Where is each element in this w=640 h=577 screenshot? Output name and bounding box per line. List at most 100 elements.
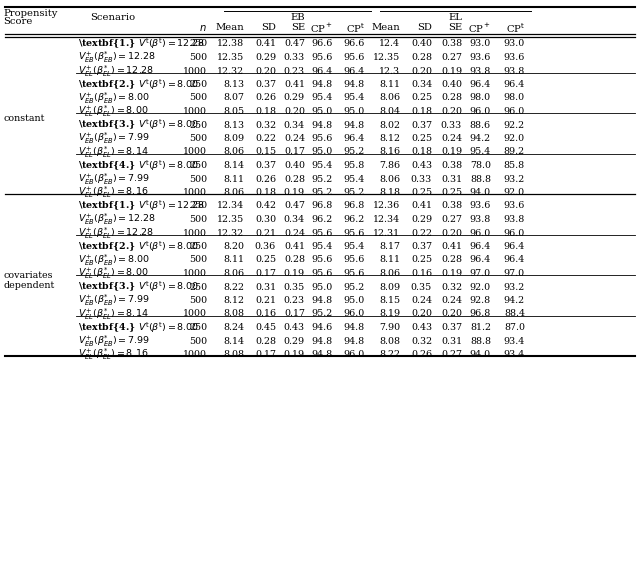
Text: 96.0: 96.0 [470,107,491,116]
Text: \textbf{2.} $V^{\mathrm{t}}(\beta^{\mathrm{t}})=8.00$: \textbf{2.} $V^{\mathrm{t}}(\beta^{\math… [78,77,200,92]
Text: 0.28: 0.28 [284,174,305,183]
Text: 94.2: 94.2 [504,296,525,305]
Text: $V^{+}_{EL}(\beta^{*}_{EL})=8.16$: $V^{+}_{EL}(\beta^{*}_{EL})=8.16$ [78,347,148,362]
Text: 0.27: 0.27 [441,215,462,224]
Text: 95.2: 95.2 [312,174,333,183]
Text: 0.40: 0.40 [411,39,432,48]
Text: 0.24: 0.24 [284,134,305,143]
Text: 95.2: 95.2 [344,148,365,156]
Text: 0.25: 0.25 [411,256,432,264]
Text: 96.4: 96.4 [344,134,365,143]
Text: SD: SD [261,24,276,32]
Text: SE: SE [291,24,305,32]
Text: 95.4: 95.4 [344,242,365,251]
Text: 8.18: 8.18 [379,188,400,197]
Text: 85.8: 85.8 [504,161,525,170]
Text: \textbf{4.} $V^{\mathrm{t}}(\beta^{\mathrm{t}})=8.00$: \textbf{4.} $V^{\mathrm{t}}(\beta^{\math… [78,158,200,173]
Text: 96.6: 96.6 [344,39,365,48]
Text: 8.08: 8.08 [223,350,244,359]
Text: Propensity: Propensity [3,9,58,18]
Text: 0.19: 0.19 [441,269,462,278]
Text: 8.12: 8.12 [223,296,244,305]
Text: 92.0: 92.0 [504,134,525,143]
Text: 94.0: 94.0 [470,188,491,197]
Text: 88.4: 88.4 [504,309,525,319]
Text: 8.13: 8.13 [223,80,244,89]
Text: \textbf{3.} $V^{\mathrm{t}}(\beta^{\mathrm{t}})=8.00$: \textbf{3.} $V^{\mathrm{t}}(\beta^{\math… [78,280,200,294]
Text: 96.0: 96.0 [504,228,525,238]
Text: 95.2: 95.2 [312,188,333,197]
Text: 87.0: 87.0 [504,323,525,332]
Text: 78.0: 78.0 [470,161,491,170]
Text: 0.19: 0.19 [441,148,462,156]
Text: 0.32: 0.32 [255,121,276,129]
Text: $V^{+}_{EL}(\beta^{*}_{EL})=12.28$: $V^{+}_{EL}(\beta^{*}_{EL})=12.28$ [78,63,154,78]
Text: 500: 500 [189,336,207,346]
Text: 0.21: 0.21 [255,296,276,305]
Text: $V^{+}_{EB}(\beta^{*}_{EB})=8.00$: $V^{+}_{EB}(\beta^{*}_{EB})=8.00$ [78,91,150,106]
Text: $V^{+}_{EL}(\beta^{*}_{EL})=8.14$: $V^{+}_{EL}(\beta^{*}_{EL})=8.14$ [78,306,148,321]
Text: 0.24: 0.24 [411,296,432,305]
Text: Mean: Mean [215,24,244,32]
Text: 0.16: 0.16 [255,309,276,319]
Text: 0.43: 0.43 [411,161,432,170]
Text: 12.3: 12.3 [379,66,400,76]
Text: $V^{+}_{EB}(\beta^{*}_{EB})=7.99$: $V^{+}_{EB}(\beta^{*}_{EB})=7.99$ [78,334,150,349]
Text: 0.40: 0.40 [284,161,305,170]
Text: 96.4: 96.4 [344,66,365,76]
Text: 0.31: 0.31 [441,174,462,183]
Text: 0.29: 0.29 [284,93,305,103]
Text: 500: 500 [189,134,207,143]
Text: 250: 250 [189,242,207,251]
Text: 96.4: 96.4 [312,66,333,76]
Text: $V^{+}_{EB}(\beta^{*}_{EB})=7.99$: $V^{+}_{EB}(\beta^{*}_{EB})=7.99$ [78,171,150,186]
Text: 95.2: 95.2 [312,309,333,319]
Text: 96.0: 96.0 [344,350,365,359]
Text: 0.33: 0.33 [284,53,305,62]
Text: 12.34: 12.34 [373,215,400,224]
Text: 0.29: 0.29 [284,336,305,346]
Text: 92.0: 92.0 [470,283,491,291]
Text: 0.20: 0.20 [441,228,462,238]
Text: 92.2: 92.2 [504,121,525,129]
Text: 250: 250 [189,121,207,129]
Text: 1000: 1000 [183,309,207,319]
Text: Score: Score [3,17,33,27]
Text: 0.37: 0.37 [411,242,432,251]
Text: 96.4: 96.4 [504,80,525,89]
Text: 95.0: 95.0 [312,107,333,116]
Text: EB: EB [290,13,305,21]
Text: 0.23: 0.23 [284,296,305,305]
Text: 95.6: 95.6 [344,269,365,278]
Text: 0.28: 0.28 [284,256,305,264]
Text: 500: 500 [189,174,207,183]
Text: 0.16: 0.16 [411,269,432,278]
Text: 81.2: 81.2 [470,323,491,332]
Text: 0.19: 0.19 [284,350,305,359]
Text: 0.17: 0.17 [284,148,305,156]
Text: 92.0: 92.0 [504,188,525,197]
Text: 8.06: 8.06 [379,269,400,278]
Text: 0.34: 0.34 [284,215,305,224]
Text: 0.37: 0.37 [255,161,276,170]
Text: 8.19: 8.19 [379,309,400,319]
Text: 94.6: 94.6 [312,323,333,332]
Text: 1000: 1000 [183,66,207,76]
Text: 93.8: 93.8 [504,66,525,76]
Text: 98.0: 98.0 [504,93,525,103]
Text: 8.14: 8.14 [223,161,244,170]
Text: 0.19: 0.19 [441,66,462,76]
Text: $V^{+}_{EL}(\beta^{*}_{EL})=8.14$: $V^{+}_{EL}(\beta^{*}_{EL})=8.14$ [78,144,148,160]
Text: 12.31: 12.31 [373,228,400,238]
Text: 500: 500 [189,256,207,264]
Text: 12.36: 12.36 [372,201,400,211]
Text: 95.4: 95.4 [470,148,491,156]
Text: 94.8: 94.8 [344,80,365,89]
Text: 96.2: 96.2 [344,215,365,224]
Text: 0.21: 0.21 [255,228,276,238]
Text: 0.37: 0.37 [411,121,432,129]
Text: \textbf{1.} $V^{\mathrm{t}}(\beta^{\mathrm{t}})=12.28$: \textbf{1.} $V^{\mathrm{t}}(\beta^{\math… [78,37,205,51]
Text: 0.18: 0.18 [255,107,276,116]
Text: 94.8: 94.8 [312,121,333,129]
Text: 0.19: 0.19 [284,269,305,278]
